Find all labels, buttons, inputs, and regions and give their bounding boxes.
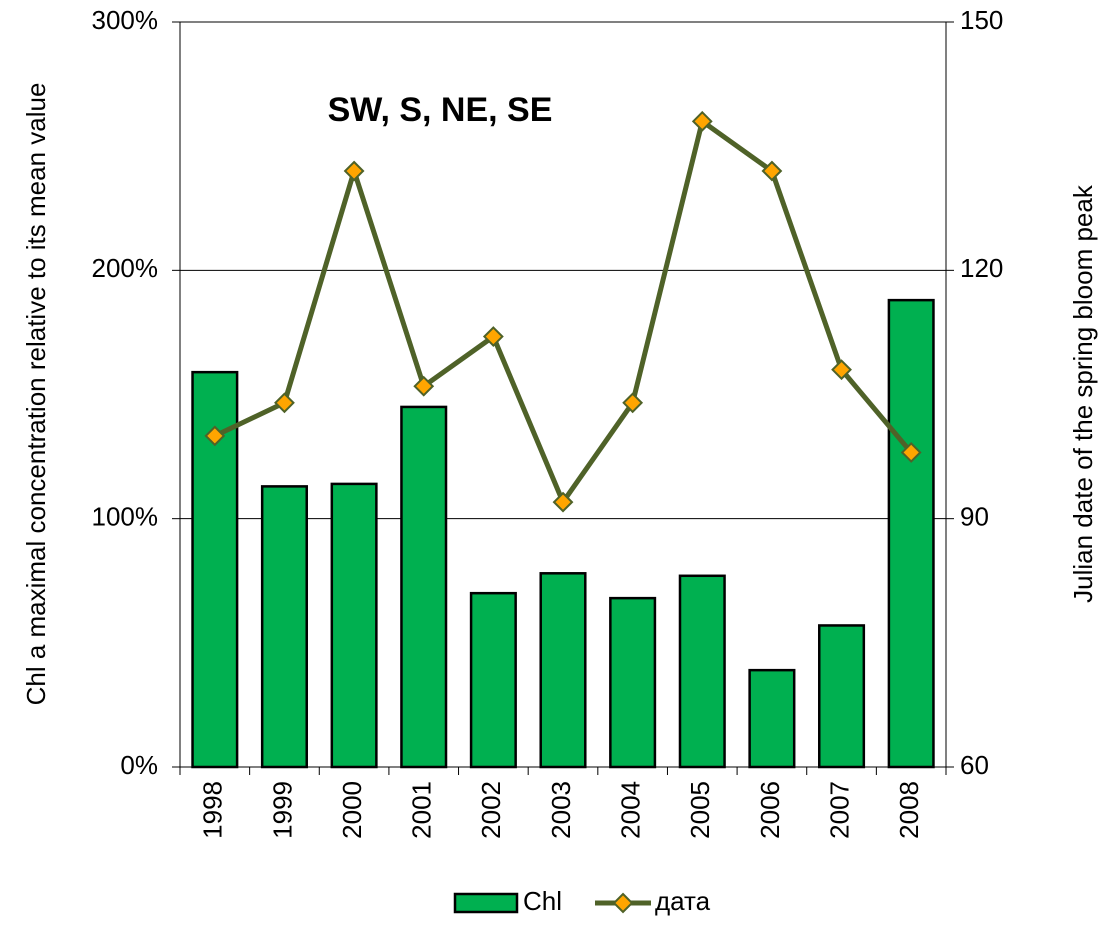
x-tick-label: 2006 [755,781,785,839]
marker [691,110,713,132]
x-tick-label: 1999 [267,781,297,839]
y2-tick-label: 90 [960,502,989,532]
legend-label: дата [655,886,711,916]
marker [274,392,295,414]
marker [622,392,644,414]
bar [260,485,308,769]
y-tick-label: 100% [92,502,159,532]
y-tick-label: 200% [92,253,159,283]
marker [343,160,365,182]
x-tick-label: 2008 [894,781,924,839]
bar [539,572,587,769]
x-tick-label: 2002 [476,781,506,839]
x-tick-label: 2000 [337,781,367,839]
y-tick-label: 300% [92,5,159,35]
x-tick-label: 2003 [546,781,576,839]
x-tick-label: 2005 [685,781,715,839]
y2-tick-label: 150 [960,5,1003,35]
legend-swatch [453,892,519,914]
y2-axis-label: Julian date of the spring bloom peak [1068,184,1098,603]
annotation: SW, S, NE, SE [328,91,553,129]
x-tick-label: 1998 [198,781,228,839]
bar [609,596,657,769]
legend-marker [612,892,634,914]
bar [330,482,378,769]
line [213,118,914,505]
x-tick-label: 2001 [407,781,437,839]
marker [482,326,504,347]
marker [900,442,922,463]
bar [887,298,935,769]
marker [204,425,226,447]
marker [413,375,435,397]
y-tick-label: 0% [120,750,158,780]
x-tick-label: 2004 [616,781,646,839]
bar [748,668,796,769]
bar [678,574,726,769]
bar [469,591,517,769]
bar [400,405,448,769]
x-tick-label: 2007 [824,781,854,839]
y-axis-label: Chl a maximal concentration relative to … [21,83,51,706]
marker [552,491,574,513]
y2-tick-label: 120 [960,253,1003,283]
legend-label: Chl [523,886,562,916]
marker [831,359,852,381]
bar [818,624,866,769]
marker [761,160,783,182]
y2-tick-label: 60 [960,750,989,780]
